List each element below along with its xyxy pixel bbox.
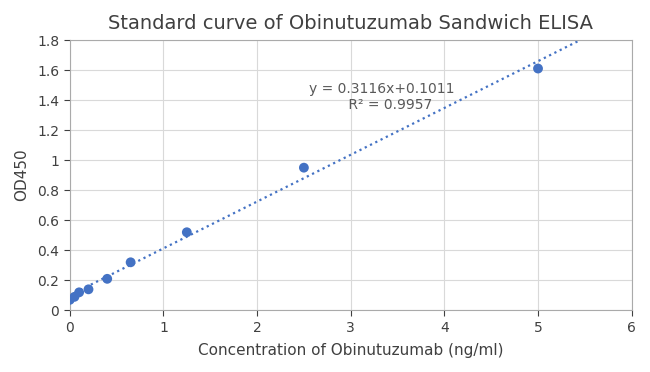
Point	[102, 276, 112, 282]
Point	[64, 297, 75, 303]
Text: y = 0.3116x+0.1011
         R² = 0.9957: y = 0.3116x+0.1011 R² = 0.9957	[309, 82, 454, 112]
Point	[299, 165, 309, 171]
Point	[70, 294, 80, 300]
X-axis label: Concentration of Obinutuzumab (ng/ml): Concentration of Obinutuzumab (ng/ml)	[198, 343, 504, 358]
Title: Standard curve of Obinutuzumab Sandwich ELISA: Standard curve of Obinutuzumab Sandwich …	[108, 14, 593, 33]
Point	[83, 286, 94, 292]
Point	[74, 289, 85, 295]
Point	[125, 259, 136, 265]
Point	[181, 229, 192, 235]
Point	[533, 65, 543, 71]
Y-axis label: OD450: OD450	[14, 149, 29, 202]
